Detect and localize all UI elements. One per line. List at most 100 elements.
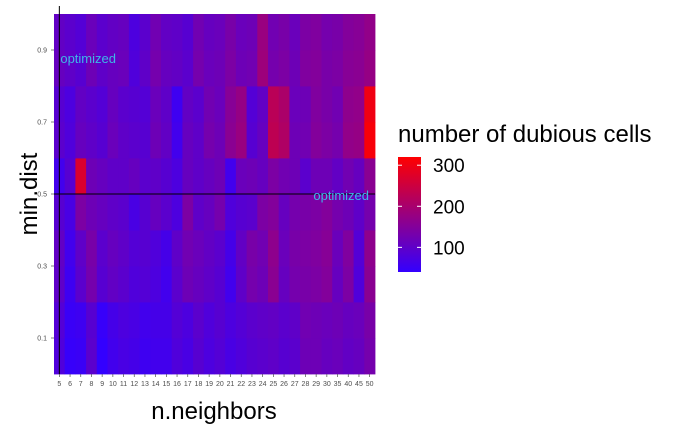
heatmap-cell — [289, 194, 301, 231]
y-tick-label: 0.9 — [37, 48, 47, 55]
heatmap-cell — [128, 122, 140, 159]
reference-lines: optimized optimized — [54, 6, 375, 374]
heatmap-cell — [193, 302, 205, 339]
heatmap-cell — [182, 266, 194, 303]
heatmap-cell — [161, 122, 173, 159]
x-tick-label: 40 — [344, 381, 352, 388]
heatmap-cell — [75, 302, 87, 339]
heatmap-cell — [107, 194, 119, 231]
x-tick-label: 13 — [141, 381, 149, 388]
x-tick-label: 27 — [291, 381, 299, 388]
heatmap-cell — [214, 302, 226, 339]
heatmap-cell — [332, 194, 344, 231]
heatmap-cell — [171, 266, 183, 303]
heatmap-cell — [193, 122, 205, 159]
x-tick-label: 10 — [109, 381, 117, 388]
heatmap-cell — [332, 14, 344, 51]
heatmap-cell — [139, 50, 151, 87]
heatmap-cell — [268, 158, 280, 195]
heatmap-cell — [342, 50, 354, 87]
heatmap-cell — [96, 122, 108, 159]
heatmap-cell — [321, 122, 333, 159]
heatmap-cell — [364, 14, 376, 51]
heatmap-cell — [161, 194, 173, 231]
heatmap-cell — [225, 338, 237, 375]
heatmap-cell — [150, 302, 162, 339]
heatmap-cell — [300, 122, 312, 159]
heatmap-cell — [246, 158, 258, 195]
legend-ticks: 100 200 300 — [398, 156, 465, 259]
heatmap-cell — [310, 266, 322, 303]
heatmap-cell — [235, 194, 247, 231]
heatmap-cell — [257, 122, 269, 159]
x-axis-title: n.neighbors — [151, 398, 276, 425]
heatmap-cell — [257, 86, 269, 123]
heatmap-cell — [193, 14, 205, 51]
heatmap-cell — [332, 158, 344, 195]
heatmap-cell — [310, 158, 322, 195]
x-tick-label: 21 — [227, 381, 235, 388]
heatmap-cell — [64, 50, 76, 87]
heatmap-cell — [214, 50, 226, 87]
legend-colorbar — [398, 157, 421, 272]
x-tick-label: 22 — [237, 381, 245, 388]
heatmap-cell — [214, 266, 226, 303]
x-tick-label: 29 — [312, 381, 320, 388]
heatmap-cell — [235, 86, 247, 123]
heatmap-cell — [161, 14, 173, 51]
heatmap-cell — [268, 86, 280, 123]
heatmap-cell — [235, 266, 247, 303]
heatmap-cell — [128, 14, 140, 51]
x-tick-label: 20 — [216, 381, 224, 388]
heatmap-cell — [235, 158, 247, 195]
heatmap-cell — [96, 230, 108, 267]
heatmap-cell — [171, 194, 183, 231]
heatmap-cell — [182, 86, 194, 123]
heatmap-cell — [225, 158, 237, 195]
heatmap-cell — [278, 338, 290, 375]
heatmap-cell — [96, 338, 108, 375]
heatmap-cell — [342, 158, 354, 195]
heatmap-cell — [75, 230, 87, 267]
heatmap-cell — [161, 50, 173, 87]
heatmap-cell — [246, 302, 258, 339]
x-tick-label: 9 — [100, 381, 104, 388]
heatmap-cell — [203, 302, 215, 339]
heatmap-cell — [257, 266, 269, 303]
heatmap-cell — [353, 158, 365, 195]
heatmap-cell — [364, 338, 376, 375]
annotation-label-vertical: optimized — [60, 51, 116, 66]
heatmap-cell — [235, 14, 247, 51]
heatmap-cell — [342, 194, 354, 231]
x-tick-label: 12 — [130, 381, 138, 388]
heatmap-cell — [203, 50, 215, 87]
heatmap-cell — [225, 302, 237, 339]
heatmap-cell — [353, 230, 365, 267]
heatmap-cell — [107, 230, 119, 267]
heatmap-cell — [353, 338, 365, 375]
heatmap-cell — [193, 194, 205, 231]
heatmap-cell — [342, 230, 354, 267]
legend-title: number of dubious cells — [398, 121, 651, 148]
heatmap-cell — [225, 14, 237, 51]
heatmap-cell — [107, 266, 119, 303]
heatmap-cell — [86, 338, 98, 375]
heatmap-cell — [86, 194, 98, 231]
heatmap-cell — [214, 230, 226, 267]
heatmap-cell — [203, 230, 215, 267]
heatmap-cell — [353, 302, 365, 339]
x-axis-ticks: 5 6 7 8 9 10 11 12 13 14 15 16 17 18 19 20 21 22 23 24 25 26 2… — [57, 374, 374, 388]
heatmap-cell — [118, 14, 130, 51]
heatmap-cell — [332, 50, 344, 87]
heatmap-cell — [364, 230, 376, 267]
heatmap-cell — [171, 14, 183, 51]
heatmap-cell — [64, 86, 76, 123]
legend-tick-label: 300 — [433, 156, 465, 177]
heatmap-cell — [278, 86, 290, 123]
heatmap-cell — [235, 122, 247, 159]
heatmap-cell — [193, 266, 205, 303]
heatmap-cell — [193, 86, 205, 123]
heatmap-cell — [246, 266, 258, 303]
heatmap-cell — [289, 86, 301, 123]
heatmap-cell — [118, 230, 130, 267]
